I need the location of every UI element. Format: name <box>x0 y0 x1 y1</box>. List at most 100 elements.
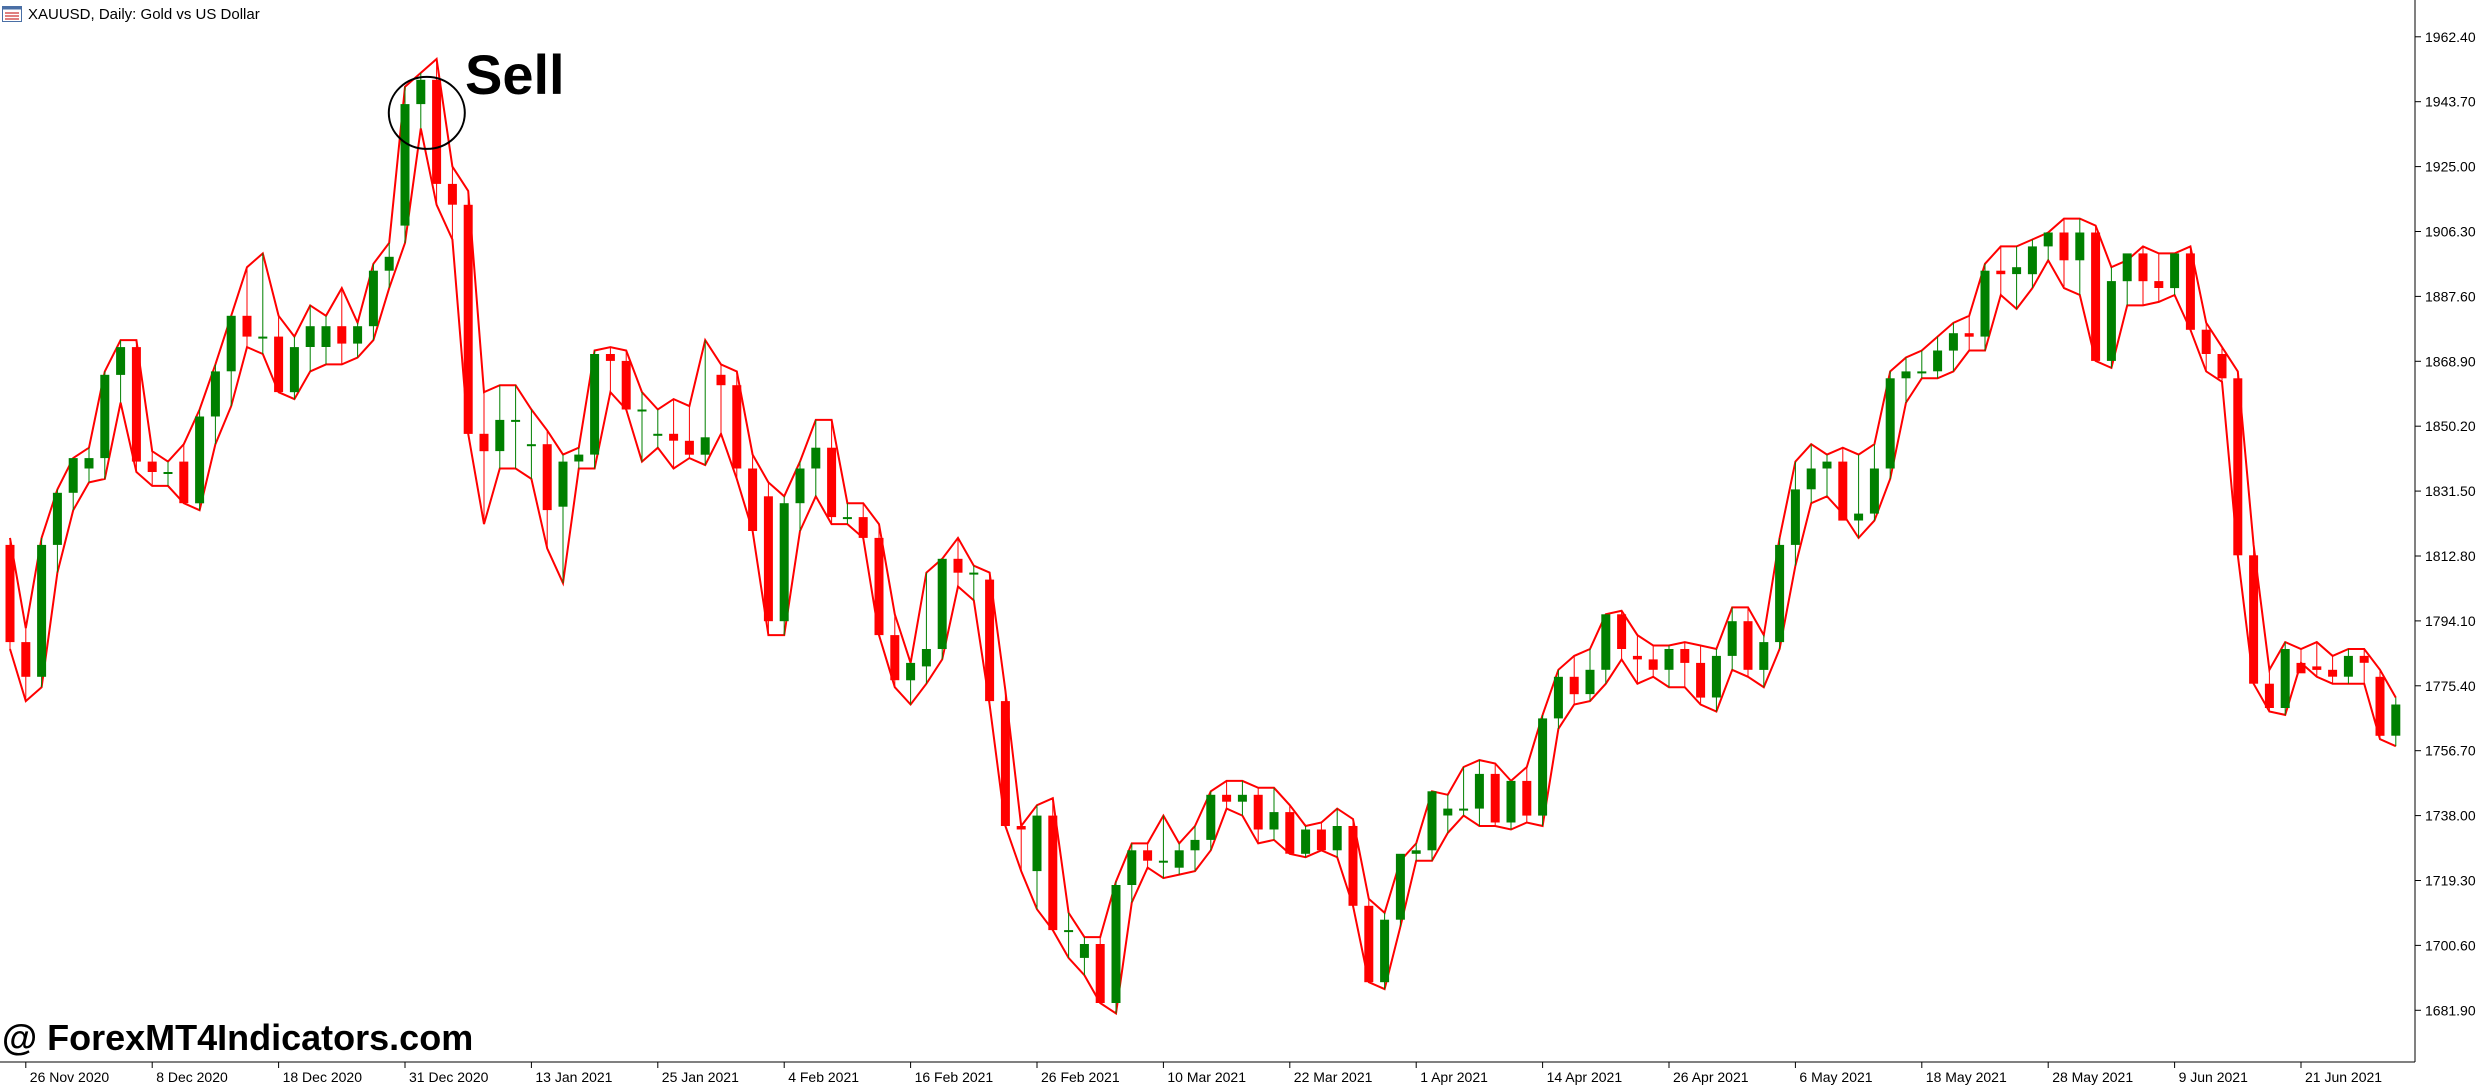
price-tick-label: 1681.90 <box>2425 1002 2476 1018</box>
price-tick-label: 1906.30 <box>2425 223 2476 239</box>
candle <box>890 614 900 688</box>
candle <box>2075 218 2085 295</box>
candle-body <box>2391 704 2401 736</box>
price-tick-label: 1925.00 <box>2425 159 2476 175</box>
candle <box>2280 642 2290 715</box>
candle-body <box>653 433 663 436</box>
chart-window-icon <box>2 6 22 22</box>
candle <box>368 263 378 341</box>
candle <box>605 347 615 393</box>
candle <box>479 392 489 525</box>
candle <box>1174 843 1184 875</box>
candle-body <box>1933 350 1943 372</box>
candle-body <box>700 437 710 455</box>
candle <box>574 447 584 469</box>
candle-body <box>605 354 615 361</box>
candle-body <box>1269 812 1279 830</box>
candle <box>1158 815 1168 879</box>
candle <box>669 399 679 469</box>
candle-body <box>2106 281 2116 361</box>
candle-body <box>384 256 394 271</box>
candle <box>1032 805 1042 910</box>
candle <box>1443 794 1453 833</box>
candle-body <box>716 374 726 386</box>
candle <box>1933 336 1943 379</box>
candle <box>1838 447 1848 521</box>
candle-body <box>258 336 268 339</box>
candle-body <box>2359 655 2369 663</box>
candle <box>226 315 236 407</box>
envelope-bands <box>9 57 2397 1016</box>
window-title: XAUUSD, Daily: Gold vs US Dollar <box>28 5 260 23</box>
candle-body <box>1253 794 1263 830</box>
candle <box>732 371 742 479</box>
candle <box>1364 898 1374 983</box>
candle-body <box>1775 544 1785 643</box>
candle-body <box>147 461 157 472</box>
candle <box>447 166 457 240</box>
candle <box>1806 444 1816 504</box>
candle-body <box>1790 489 1800 545</box>
candle <box>5 537 15 649</box>
candle <box>1490 763 1500 826</box>
candle <box>937 558 947 660</box>
candle <box>842 503 852 525</box>
price-tick-label: 1756.70 <box>2425 743 2476 759</box>
candle <box>37 537 47 688</box>
candle-body <box>1095 944 1105 1003</box>
time-tick-label: 16 Feb 2021 <box>915 1069 994 1085</box>
candle <box>1506 780 1516 830</box>
price-tick-label: 1943.70 <box>2425 94 2476 110</box>
candle-body <box>2296 662 2306 674</box>
candle-body <box>242 315 252 337</box>
candle-body <box>2012 267 2022 275</box>
candle-body <box>2312 666 2322 670</box>
candle <box>1617 610 1627 660</box>
candle <box>542 430 552 549</box>
time-tick-label: 13 Jan 2021 <box>535 1069 612 1085</box>
candle-body <box>969 572 979 575</box>
candle <box>289 336 299 400</box>
candle-body <box>1490 773 1500 823</box>
candle-body <box>1079 944 1089 958</box>
candle <box>1601 614 1611 684</box>
time-tick-label: 8 Dec 2020 <box>156 1069 228 1085</box>
candle-body <box>1901 371 1911 379</box>
candle <box>653 409 663 448</box>
candle-body <box>1285 812 1295 854</box>
candle <box>321 315 331 365</box>
candle-body <box>1585 669 1595 695</box>
candle-body <box>590 354 600 455</box>
candle-body <box>921 649 931 667</box>
candle-body <box>1632 655 1642 660</box>
lower-band-line <box>9 128 2397 1016</box>
time-tick-label: 28 May 2021 <box>2052 1069 2133 1085</box>
candle-body <box>795 468 805 504</box>
candle-body <box>1648 659 1658 670</box>
candle-body <box>210 371 220 417</box>
candle-body <box>400 104 410 226</box>
candle <box>2138 246 2148 306</box>
candle-body <box>1380 919 1390 983</box>
candle <box>1269 787 1279 840</box>
candle <box>1016 826 1026 872</box>
candle-body <box>1822 461 1832 469</box>
candle <box>2233 371 2243 556</box>
candle <box>2264 669 2274 712</box>
candle-body <box>179 461 189 504</box>
candles <box>5 59 2401 1014</box>
candle-body <box>669 433 679 441</box>
candle <box>495 385 505 469</box>
candle-body <box>1727 621 1737 656</box>
candle <box>1964 315 1974 351</box>
candle <box>1253 787 1263 844</box>
candle <box>969 565 979 601</box>
candle <box>2312 642 2322 677</box>
candle <box>416 72 426 129</box>
candle-body <box>1064 930 1074 933</box>
candle-body <box>1664 649 1674 670</box>
candle <box>558 454 568 584</box>
candle-body <box>1348 826 1358 906</box>
time-tick-label: 26 Nov 2020 <box>30 1069 110 1085</box>
candle <box>906 662 916 705</box>
